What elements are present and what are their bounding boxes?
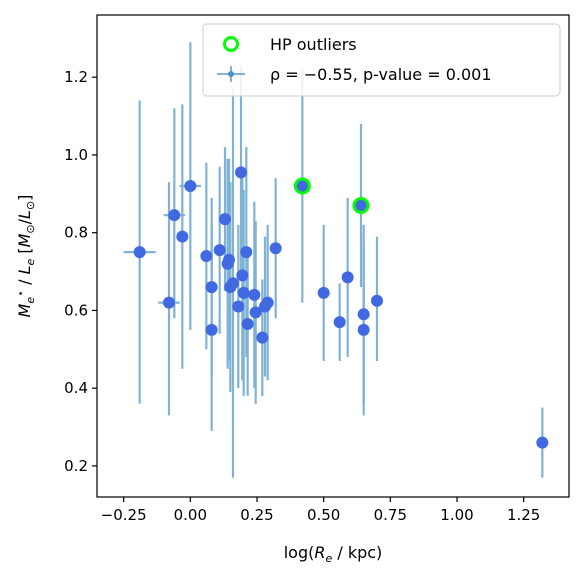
data-point-29: [341, 271, 354, 284]
y-axis-label: Me⋆ / Le [M⊙/L⊙]: [14, 195, 37, 318]
data-point-30: [355, 199, 367, 212]
y-tick-label: 0.4: [64, 379, 88, 397]
x-tick-label: 0.25: [240, 506, 273, 524]
data-point-9: [219, 213, 231, 226]
data-point-24: [261, 296, 274, 309]
outlier-marker-0: [293, 177, 311, 195]
data-point-5: [200, 250, 213, 262]
points-layer: [133, 166, 549, 449]
x-tick-label: 0.50: [307, 506, 340, 524]
y-tick-label: 0.8: [64, 224, 88, 242]
y-axis-ticks: 0.2 0.4 0.6 0.8 1.0 1.2: [64, 68, 97, 475]
data-point-3: [176, 230, 189, 243]
data-point-33: [371, 294, 383, 307]
data-point-22: [256, 331, 269, 344]
legend-point-marker: [228, 71, 234, 77]
data-point-20: [248, 288, 261, 301]
x-axis-label: log(Re / kpc): [284, 543, 383, 565]
data-point-26: [296, 180, 309, 193]
legend-label-data: ρ = −0.55, p-value = 0.001: [270, 65, 492, 84]
x-tick-label: −0.25: [101, 506, 147, 524]
x-tick-label: 0.75: [374, 506, 407, 524]
y-tick-label: 1.2: [64, 68, 88, 86]
data-point-14: [232, 300, 245, 313]
y-tick-label: 0.6: [64, 301, 88, 319]
data-point-13: [227, 277, 239, 290]
data-point-28: [333, 316, 346, 329]
plot-frame: [96, 14, 570, 498]
data-point-16: [236, 269, 249, 282]
data-point-19: [241, 318, 254, 331]
y-tick-label: 1.0: [64, 146, 88, 164]
x-axis-ticks: −0.25 0.00 0.25 0.50 0.75 1.00 1.25: [101, 497, 540, 524]
data-point-6: [205, 281, 218, 294]
outlier-marker-1: [352, 196, 370, 214]
data-point-34: [536, 436, 549, 449]
data-point-32: [357, 323, 370, 336]
data-point-7: [205, 323, 218, 336]
data-point-27: [317, 286, 330, 299]
data-point-8: [213, 244, 226, 257]
x-tick-label: 0.00: [174, 506, 207, 524]
data-point-31: [357, 308, 370, 321]
legend-outlier-marker: [223, 36, 239, 52]
legend: HP outliers ρ = −0.55, p-value = 0.001: [202, 23, 561, 97]
data-point-17: [237, 286, 250, 299]
legend-box: [202, 23, 561, 97]
data-point-0: [133, 246, 146, 259]
x-tick-label: 1.25: [507, 506, 540, 524]
data-point-4: [184, 180, 197, 193]
data-point-11: [223, 253, 235, 266]
data-point-25: [269, 242, 282, 255]
data-point-21: [249, 306, 262, 319]
legend-label-outliers: HP outliers: [270, 35, 357, 54]
data-point-2: [168, 209, 181, 222]
y-tick-label: 0.2: [64, 457, 88, 475]
x-tick-label: 1.00: [440, 506, 473, 524]
data-point-18: [240, 246, 253, 259]
data-point-15: [235, 166, 247, 179]
outliers-layer: [293, 177, 370, 214]
data-point-1: [163, 296, 175, 309]
